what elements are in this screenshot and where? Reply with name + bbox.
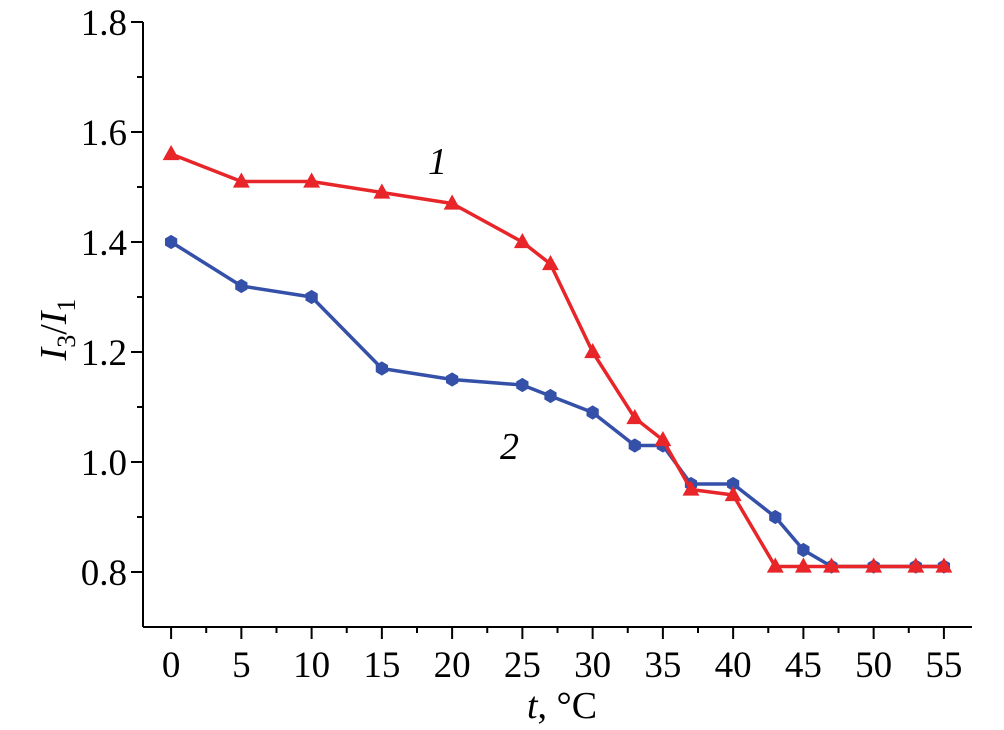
x-tick-label: 20 bbox=[434, 645, 471, 686]
series-line-1 bbox=[170, 152, 944, 569]
series-1 bbox=[162, 144, 953, 573]
data-point bbox=[305, 289, 318, 305]
x-tick-label: 45 bbox=[785, 645, 822, 686]
data-point bbox=[724, 485, 742, 502]
data-point bbox=[232, 172, 250, 188]
x-tick-label: 25 bbox=[504, 645, 541, 686]
data-point bbox=[823, 557, 840, 573]
data-point bbox=[373, 183, 391, 199]
data-point bbox=[235, 278, 248, 294]
data-point bbox=[544, 388, 557, 404]
data-point bbox=[628, 438, 641, 453]
data-point bbox=[445, 372, 459, 387]
y-tick-label: 1.4 bbox=[81, 223, 127, 264]
x-tick-label: 50 bbox=[855, 645, 892, 686]
y-axis-title: I3/I1 bbox=[33, 299, 81, 362]
series-label-1: 1 bbox=[428, 141, 447, 183]
data-point bbox=[586, 405, 599, 420]
data-point bbox=[162, 144, 180, 161]
data-point bbox=[443, 194, 461, 210]
data-point bbox=[769, 509, 782, 525]
data-point bbox=[865, 557, 883, 573]
data-point bbox=[375, 361, 388, 376]
data-point bbox=[907, 557, 925, 573]
y-tick-label: 1.8 bbox=[81, 3, 127, 44]
series-layer bbox=[162, 144, 953, 574]
labels: 1 2 t, °C I3/I1 bbox=[33, 141, 597, 727]
x-tick-label: 55 bbox=[925, 645, 962, 686]
data-point bbox=[584, 342, 602, 359]
data-point bbox=[682, 480, 700, 496]
series-2 bbox=[164, 234, 951, 574]
data-point bbox=[797, 542, 810, 558]
data-point bbox=[794, 557, 812, 573]
data-point bbox=[654, 430, 672, 447]
y-tick-label: 0.8 bbox=[81, 553, 127, 594]
x-tick-label: 0 bbox=[162, 645, 181, 686]
data-point bbox=[513, 232, 531, 249]
data-point bbox=[766, 557, 784, 573]
data-point bbox=[516, 377, 529, 393]
data-point bbox=[935, 557, 953, 573]
data-point bbox=[626, 408, 644, 425]
axes: 0 5 10 15 20 25 30 35 40 45 50 55 0.8 1.0 1.2 1.4 1.6 1.8 bbox=[81, 3, 972, 686]
x-tick-label: 5 bbox=[232, 645, 251, 686]
x-tick-label: 35 bbox=[644, 645, 681, 686]
series-line-2 bbox=[170, 240, 944, 569]
y-tick-label: 1.2 bbox=[81, 333, 127, 374]
y-tick-label: 1.0 bbox=[81, 443, 127, 484]
y-tick-label: 1.6 bbox=[81, 113, 127, 154]
x-tick-label: 10 bbox=[293, 645, 330, 686]
x-tick-label: 15 bbox=[363, 645, 400, 686]
x-axis-title: t, °C bbox=[527, 685, 597, 727]
x-tick-label: 30 bbox=[574, 645, 611, 686]
data-point bbox=[164, 234, 178, 250]
data-point bbox=[542, 254, 559, 271]
x-tick-label: 40 bbox=[715, 645, 752, 686]
series-label-2: 2 bbox=[500, 426, 519, 468]
data-point bbox=[303, 172, 321, 188]
